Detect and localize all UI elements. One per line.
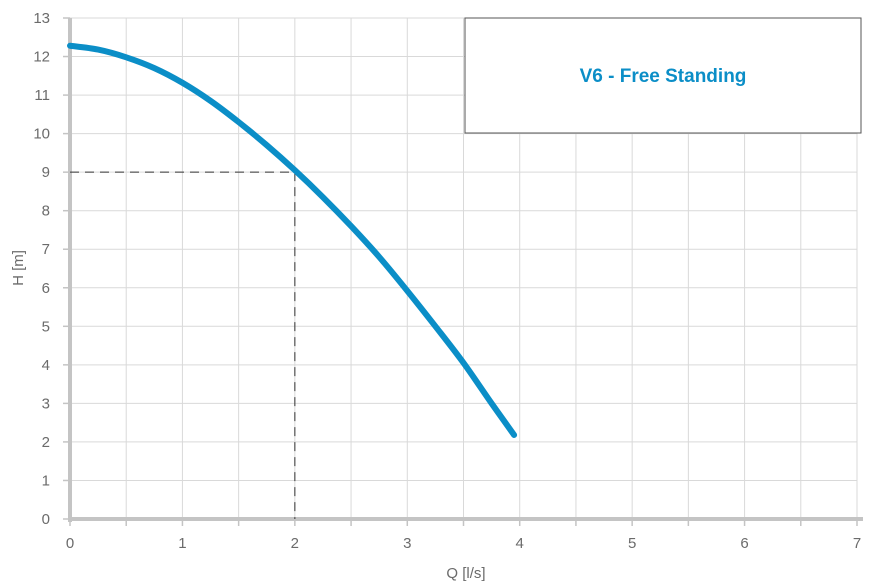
y-tick-label: 5	[42, 318, 50, 335]
y-tick-label: 11	[34, 87, 50, 104]
legend: V6 - Free Standing	[464, 17, 862, 134]
x-axis-label: Q [l/s]	[446, 565, 485, 582]
y-tick-label: 8	[42, 203, 50, 220]
legend-series-label: V6 - Free Standing	[580, 66, 747, 87]
y-tick-label: 7	[42, 241, 50, 258]
y-tick-label: 6	[42, 280, 50, 297]
y-tick-label: 2	[42, 434, 50, 451]
operating-point-reference-lines	[70, 171, 296, 519]
y-tick-label: 1	[42, 472, 50, 489]
x-tick-label: 7	[853, 535, 861, 552]
y-tick-label: 0	[42, 511, 50, 528]
series-line-0	[67, 42, 518, 438]
y-tick-label: 9	[42, 164, 50, 181]
y-axis-label: H [m]	[10, 250, 27, 286]
series-layer	[67, 42, 518, 438]
x-tick-label: 4	[516, 535, 524, 552]
y-tick-label: 4	[42, 357, 50, 374]
x-tick-label: 0	[66, 535, 74, 552]
x-tick-label: 5	[628, 535, 636, 552]
legend-box	[464, 17, 862, 134]
axes	[63, 17, 863, 526]
y-tick-label: 12	[33, 49, 50, 66]
y-tick-label: 3	[42, 395, 50, 412]
x-tick-label: 1	[178, 535, 186, 552]
x-tick-label: 2	[291, 535, 299, 552]
x-tick-label: 3	[403, 535, 411, 552]
x-tick-label: 6	[740, 535, 748, 552]
y-tick-label: 13	[33, 10, 50, 27]
y-tick-label: 10	[33, 126, 50, 143]
